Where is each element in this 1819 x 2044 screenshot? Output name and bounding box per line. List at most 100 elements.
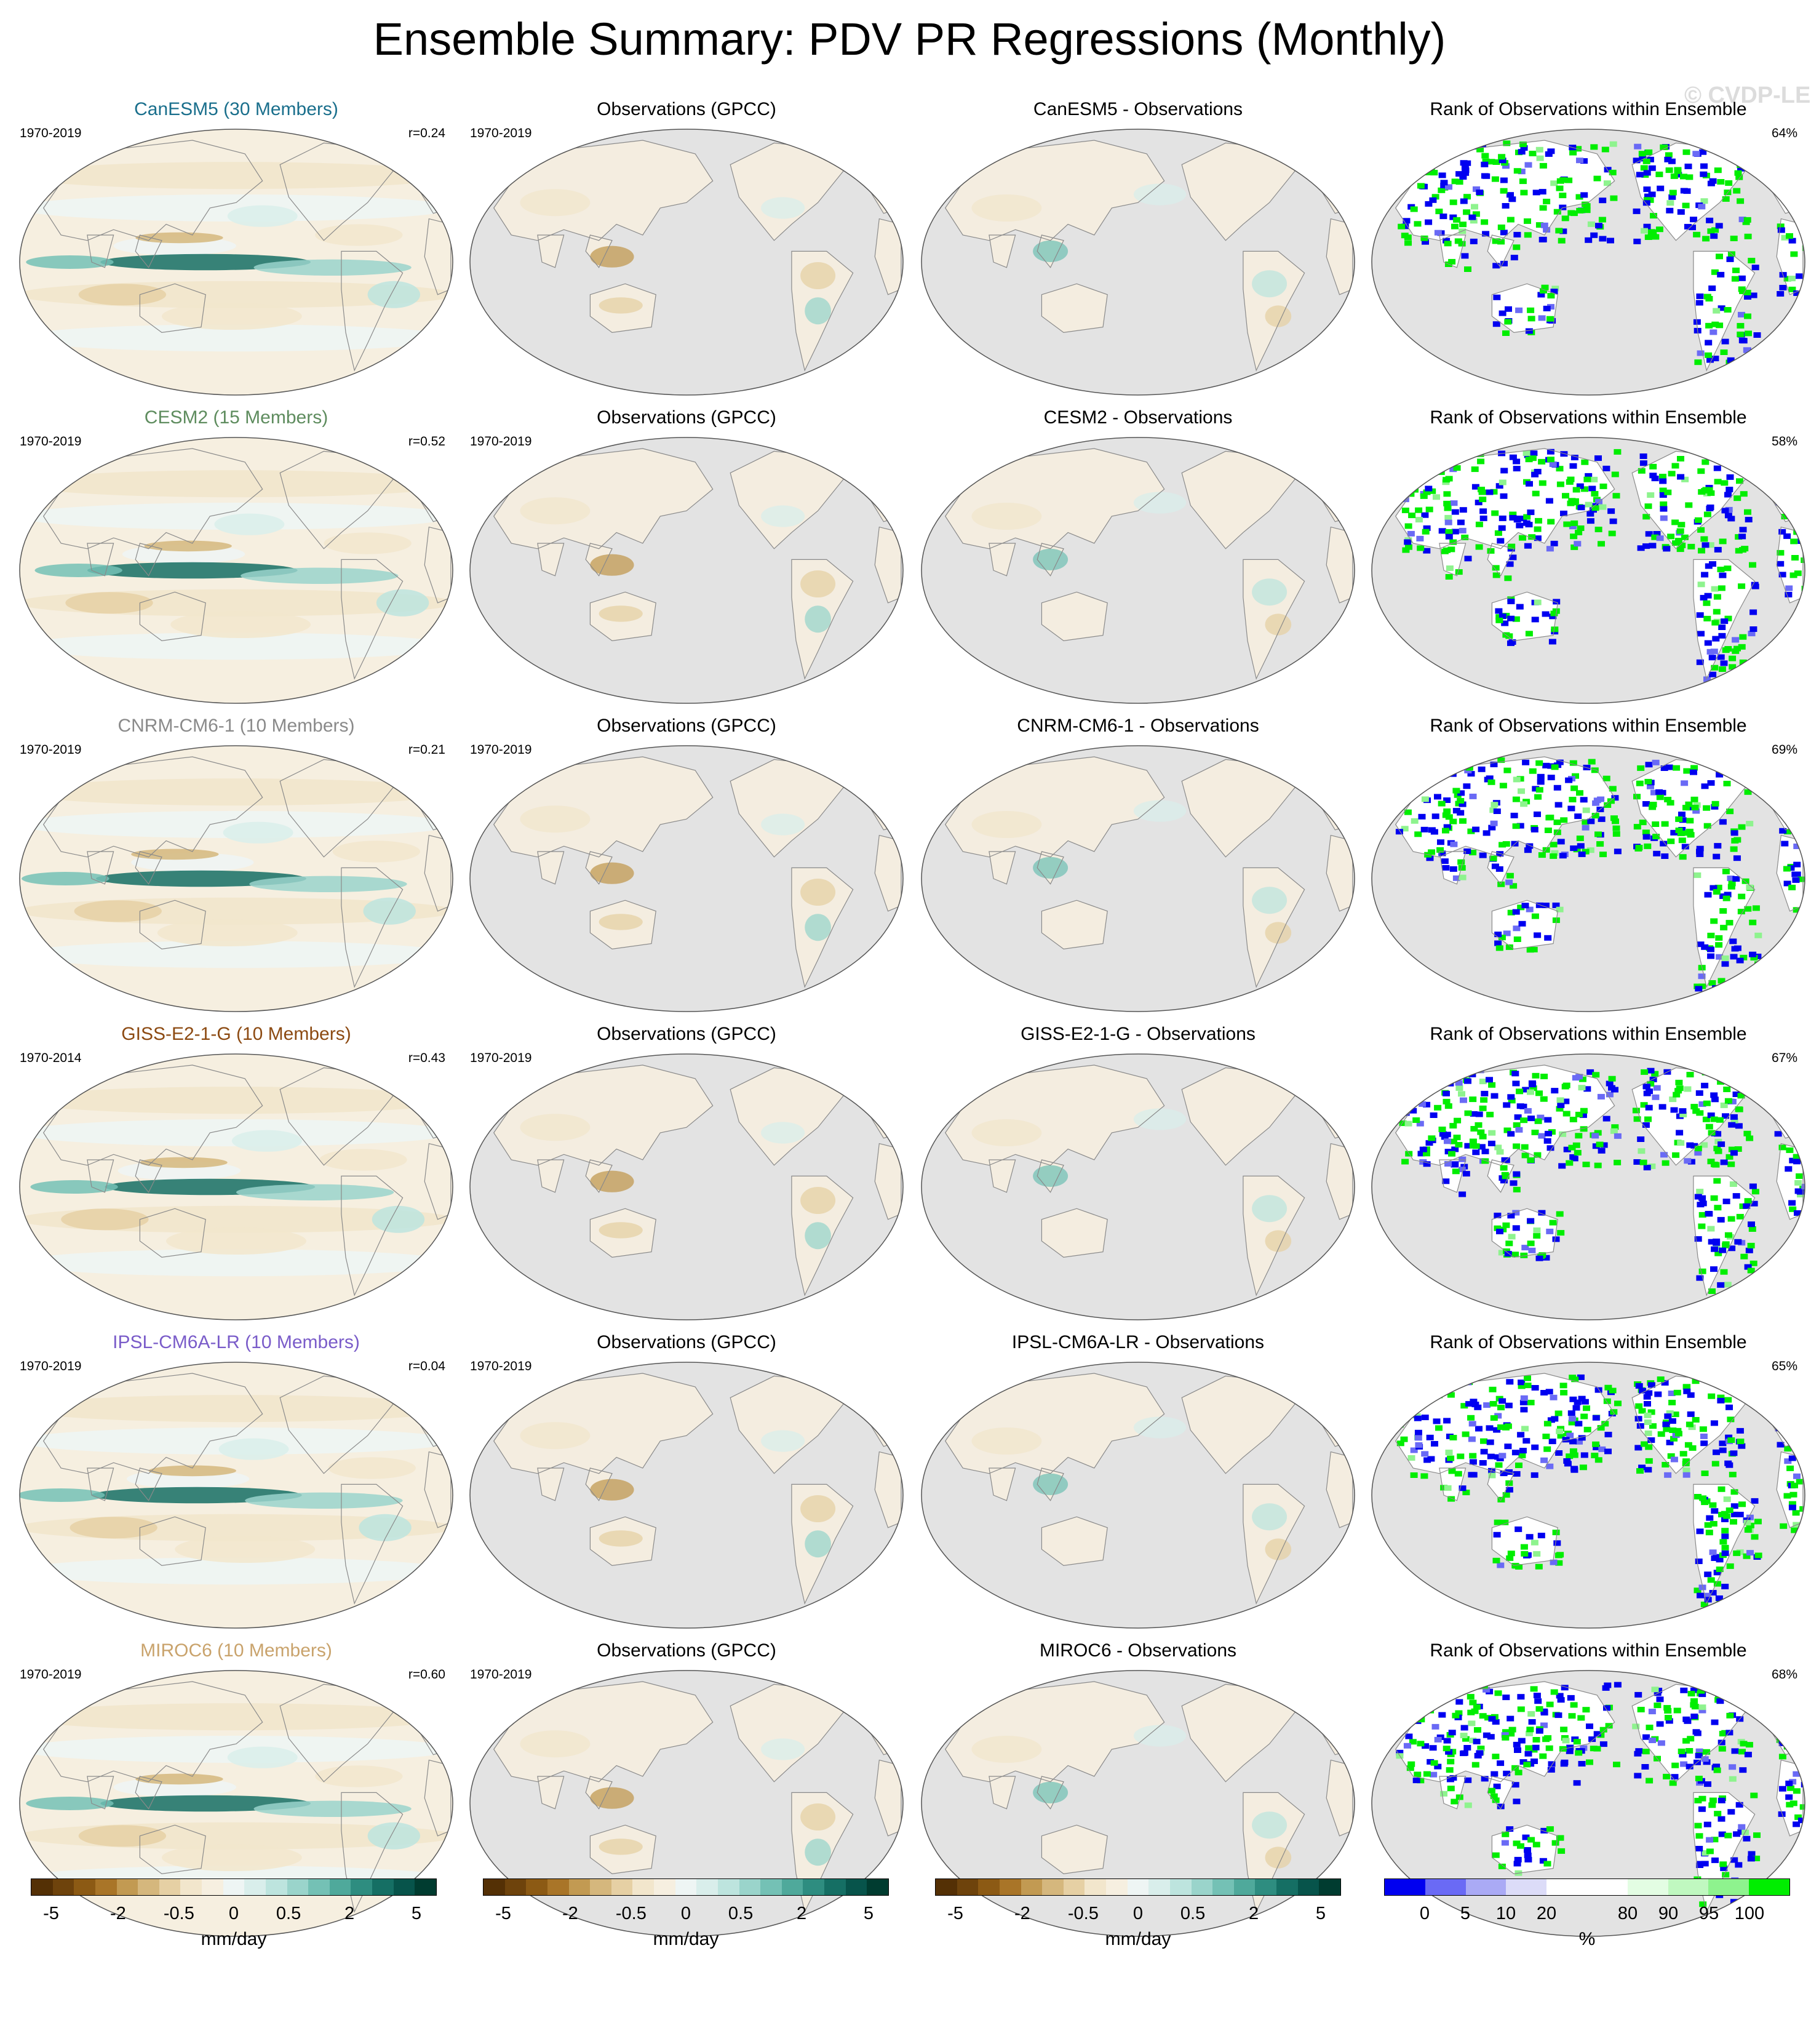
contour-region [148,1465,236,1477]
contour-region [971,1736,1042,1763]
coastline [589,591,656,642]
colorbar-tick-label: 0 [228,1904,239,1923]
coastline [87,851,114,885]
colorbar-swatch [675,1879,697,1895]
contour-region [1033,548,1069,570]
contour-region [971,194,1042,222]
rank-percent: 64% [1771,126,1797,140]
coastline [87,1467,114,1501]
contour-region [520,1422,591,1450]
colorbar-tick-label: 20 [1536,1904,1557,1923]
obs-panel: Observations (GPCC) 1970-2019 [459,1023,914,1325]
colorbar-tick-label: 95 [1698,1904,1719,1923]
coastline [1395,140,1615,241]
panel-title: GISS-E2-1-G - Observations [1021,1024,1256,1044]
contour-region [590,1170,634,1192]
coastline [826,1370,862,1393]
coastline [826,1679,862,1701]
land-field [1041,1825,1108,1874]
colorbar-swatch [824,1879,846,1895]
panel-title: CanESM5 - Observations [1033,99,1243,119]
coastline [537,1467,565,1501]
coastline [42,140,263,241]
coastline [139,283,206,333]
colorbar-swatch [1106,1879,1128,1895]
map-outline [469,1053,904,1320]
contour-region [1252,887,1288,914]
contour-region [328,1457,416,1479]
land-rank-field [1728,1679,1764,1701]
contour-region [249,876,407,892]
coastline [791,867,854,988]
colorbar-swatch [1212,1879,1234,1895]
panel-years: 1970-2014 [20,1051,82,1065]
colorbar-swatch [547,1879,569,1895]
pattern-correlation: r=0.52 [408,434,445,449]
obs-map [469,129,904,396]
coastline [87,1159,114,1193]
contour-region [590,1787,634,1809]
coastline [1243,1483,1305,1605]
coastline [826,445,862,468]
obs-map [469,1053,904,1320]
coastline [375,1679,412,1701]
colorbar-swatch [1148,1879,1170,1895]
contour-region [599,605,643,622]
contour-region [214,513,285,535]
coastline [589,1516,656,1567]
pattern-correlation: r=0.04 [408,1359,445,1373]
coastline [341,250,404,372]
land-field [826,445,862,468]
coastline [1041,1516,1108,1567]
land-field [1041,284,1108,333]
panel-years: 1970-2019 [20,434,82,449]
contour-region [78,284,167,306]
colorbar-tick-label: 0 [680,1904,691,1923]
model-panel: CanESM5 (30 Members) 1970-2019 r=0.24 [9,98,464,400]
panel-title: Observations (GPCC) [597,716,776,736]
colorbar-tick-label: -0.5 [163,1904,194,1923]
coastline [791,1175,854,1296]
contour-region [805,297,831,325]
colorbar-swatch [308,1879,330,1895]
coastline [1277,1062,1314,1085]
colorbar-swatch [1233,1879,1256,1895]
land-rank-field [1728,1062,1764,1084]
coastline [135,543,162,577]
contour-region [520,1114,591,1141]
panel-title: CESM2 - Observations [1043,407,1233,428]
coastline [989,1467,1016,1501]
coastline [585,234,613,268]
contour-region [253,259,412,276]
colorbar-tick-label: 0.5 [728,1904,754,1923]
coastline [1727,137,1764,160]
coastline [1395,448,1615,549]
contour-region [61,1208,149,1231]
colorbar-swatch [803,1879,824,1895]
coastline [375,1370,412,1393]
obs-panel: Observations (GPCC) 1970-2019 [459,715,914,1016]
coastline [42,1373,263,1474]
coastline [493,756,714,858]
panel-years: 1970-2019 [20,1359,82,1373]
colorbar-swatch [1191,1879,1213,1895]
coastline [1037,1467,1064,1501]
contour-region [761,1430,805,1452]
panel-years: 1970-2019 [470,126,532,140]
coastline [1243,867,1305,988]
coastline [139,1208,206,1258]
coastline [42,1064,263,1166]
contour-region [1033,1781,1069,1803]
map-outline [921,1670,1355,1937]
rank-percent: 58% [1771,434,1797,449]
colorbar-swatch [696,1879,718,1895]
contour-region [805,1222,831,1250]
contour-region [971,1427,1042,1455]
contour-region [971,503,1042,530]
land-field [1278,1062,1313,1084]
land-field [1278,445,1313,468]
obs-map [469,437,904,704]
map-outline [469,745,904,1012]
contour-region [590,1479,634,1501]
coastline [1037,1159,1064,1193]
